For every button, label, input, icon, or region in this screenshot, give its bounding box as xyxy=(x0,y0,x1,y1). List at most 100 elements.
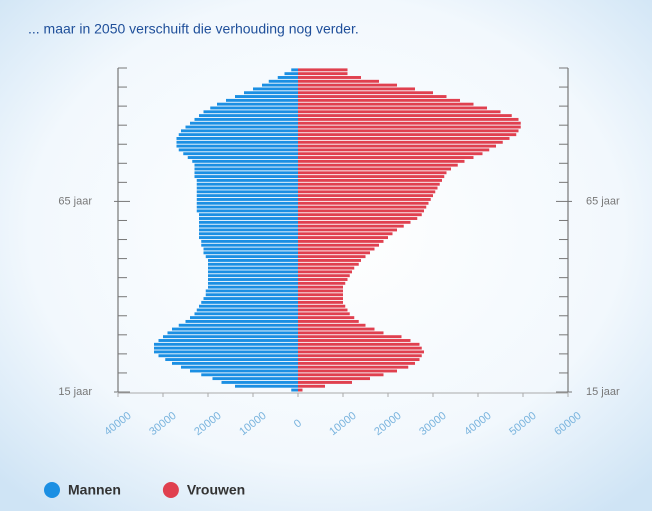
bar xyxy=(298,117,519,121)
bar xyxy=(205,289,298,293)
bar xyxy=(298,209,424,213)
bar xyxy=(298,198,431,201)
bar xyxy=(298,308,348,312)
bar xyxy=(203,297,298,301)
bar xyxy=(298,121,521,125)
y-tick-label: 15 jaar xyxy=(586,386,620,398)
bar xyxy=(298,239,384,243)
bar xyxy=(163,335,298,339)
bar xyxy=(298,171,447,175)
bar xyxy=(201,243,298,247)
bar xyxy=(165,358,298,362)
bar xyxy=(298,377,370,381)
bar xyxy=(185,125,298,129)
bar xyxy=(201,239,298,243)
bar xyxy=(298,201,429,205)
bar xyxy=(187,156,298,159)
bar xyxy=(199,228,298,232)
bar xyxy=(298,205,427,209)
bar xyxy=(217,102,298,106)
bar xyxy=(199,224,298,228)
bar xyxy=(298,190,436,194)
bar xyxy=(181,365,298,369)
bar xyxy=(298,167,451,171)
bar xyxy=(194,167,298,171)
bar xyxy=(298,114,512,118)
bar xyxy=(196,178,298,182)
bar xyxy=(298,79,379,83)
bar xyxy=(298,358,420,362)
bar xyxy=(178,148,298,152)
bar xyxy=(298,140,503,144)
bar xyxy=(185,319,298,323)
bar xyxy=(298,327,375,331)
bar xyxy=(298,331,384,335)
bar xyxy=(190,121,298,125)
bar xyxy=(298,380,352,384)
bar xyxy=(298,319,359,323)
bar xyxy=(298,373,384,377)
bar xyxy=(203,251,298,255)
bar xyxy=(298,369,397,373)
bar xyxy=(196,190,298,194)
bar xyxy=(298,125,521,129)
bar xyxy=(298,278,348,281)
bar xyxy=(298,323,366,327)
bar xyxy=(190,369,298,373)
bar xyxy=(298,110,501,114)
bar xyxy=(176,144,298,148)
bar xyxy=(199,114,298,118)
bar xyxy=(298,144,496,148)
bar xyxy=(194,312,298,316)
bar xyxy=(196,186,298,190)
bar xyxy=(201,373,298,377)
bar xyxy=(194,117,298,121)
bar xyxy=(277,76,298,79)
bar xyxy=(298,102,474,106)
bar xyxy=(298,289,343,293)
bar xyxy=(268,79,298,83)
bar xyxy=(298,175,445,179)
bar xyxy=(196,201,298,205)
bar xyxy=(194,175,298,179)
bar xyxy=(172,361,298,365)
bar xyxy=(196,182,298,186)
bar xyxy=(298,258,361,262)
bar xyxy=(205,255,298,259)
bar xyxy=(298,300,343,304)
bar xyxy=(298,68,348,72)
bar xyxy=(298,228,397,232)
bar xyxy=(298,361,415,365)
bar xyxy=(298,247,375,251)
bar xyxy=(181,129,298,133)
bar xyxy=(208,281,298,285)
bar xyxy=(212,377,298,381)
bar xyxy=(154,346,298,350)
bar xyxy=(284,72,298,76)
bar xyxy=(298,346,422,350)
bar xyxy=(298,262,359,266)
bar xyxy=(298,91,433,95)
bar xyxy=(298,339,411,342)
bar xyxy=(208,278,298,281)
bar xyxy=(244,91,298,95)
bar xyxy=(298,316,355,320)
bar xyxy=(199,220,298,224)
bar xyxy=(154,350,298,354)
bar xyxy=(298,163,458,167)
bar xyxy=(298,186,438,190)
bar xyxy=(210,106,298,110)
bar xyxy=(298,312,350,316)
bar xyxy=(298,354,422,358)
bar xyxy=(298,274,350,278)
bar xyxy=(298,156,474,159)
bar xyxy=(196,308,298,312)
bar xyxy=(194,171,298,175)
bar xyxy=(208,270,298,274)
y-tick-label: 15 jaar xyxy=(58,386,92,398)
bar xyxy=(298,224,404,228)
bar xyxy=(208,258,298,262)
bar xyxy=(298,232,393,236)
bar xyxy=(199,232,298,236)
bar xyxy=(298,281,346,285)
